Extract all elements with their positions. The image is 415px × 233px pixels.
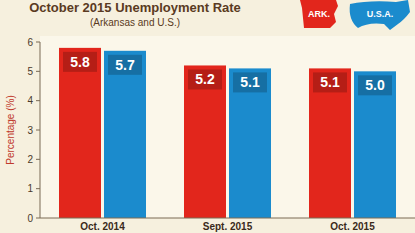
y-tick xyxy=(36,71,40,72)
data-label-box xyxy=(108,55,142,75)
y-axis xyxy=(40,42,41,218)
chart: October 2015 Unemployment Rate (Arkansas … xyxy=(0,0,415,233)
data-label-box xyxy=(63,52,97,72)
bar xyxy=(229,68,271,218)
data-label-box xyxy=(313,72,347,92)
y-axis-label: Percentage (%) xyxy=(5,95,16,164)
data-labels: 5.8 5.7 5.2 5.1 5.1 5.0 xyxy=(63,52,392,95)
y-tick-label: 6 xyxy=(27,37,33,48)
data-label: 5.7 xyxy=(115,57,135,73)
bar xyxy=(59,48,101,218)
title: October 2015 Unemployment Rate xyxy=(29,0,241,15)
plot-area xyxy=(40,36,415,218)
y-tick-label: 3 xyxy=(27,125,33,136)
x-axis xyxy=(40,218,415,219)
y-tick-label: 1 xyxy=(27,183,33,194)
y-tick xyxy=(36,159,40,160)
x-tick-label: Oct. 2014 xyxy=(80,221,125,232)
data-label: 5.2 xyxy=(195,71,215,87)
bar xyxy=(104,51,146,218)
data-label-box xyxy=(358,75,392,95)
x-tick-label: Sept. 2015 xyxy=(203,221,253,232)
y-tick-label: 2 xyxy=(27,154,33,165)
y-tick-label: 0 xyxy=(27,213,33,224)
y-tick-label: 4 xyxy=(27,95,33,106)
bar xyxy=(354,71,396,218)
data-label: 5.1 xyxy=(240,74,260,90)
y-tick xyxy=(36,42,40,43)
subtitle: (Arkansas and U.S.) xyxy=(90,17,180,28)
legend-swatch xyxy=(300,0,338,28)
y-tick xyxy=(36,130,40,131)
bar xyxy=(309,68,351,218)
data-label: 5.0 xyxy=(365,77,385,93)
bars xyxy=(59,48,396,218)
legend-label: U.S.A. xyxy=(367,9,394,19)
y-tick xyxy=(36,188,40,189)
y-tick xyxy=(36,100,40,101)
bar xyxy=(184,65,226,218)
y-tick xyxy=(36,218,40,219)
legend-swatch xyxy=(350,0,410,30)
data-label-box xyxy=(233,72,267,92)
data-label: 5.8 xyxy=(70,54,90,70)
x-tick-label: Oct. 2015 xyxy=(330,221,375,232)
data-label-box xyxy=(188,69,222,89)
legend: ARK. U.S.A. xyxy=(300,0,410,30)
legend-label: ARK. xyxy=(308,9,330,19)
y-tick-label: 5 xyxy=(27,66,33,77)
data-label: 5.1 xyxy=(320,74,340,90)
